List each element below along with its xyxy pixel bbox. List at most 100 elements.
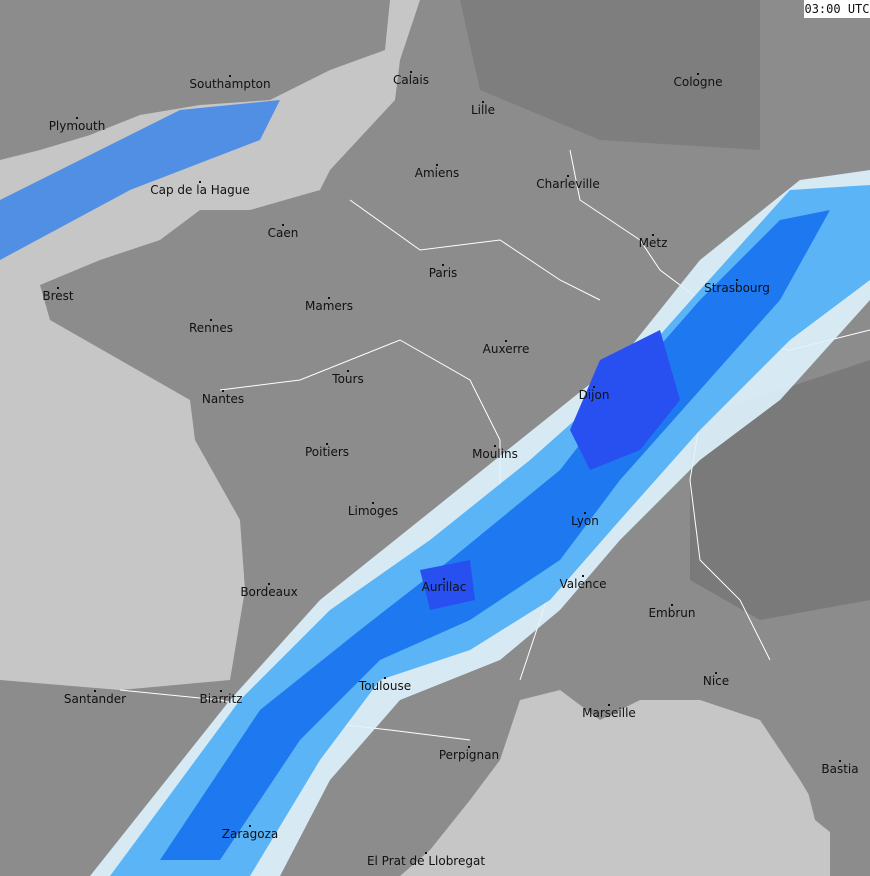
city-dot [268,583,270,585]
city-dot [326,443,328,445]
city-dot [220,690,222,692]
city-marker: Strasbourg [704,279,770,295]
city-dot [347,370,349,372]
city-marker: Brest [42,287,74,303]
city-layer: Southampton Plymouth Cap de la Hague Brest C… [42,71,859,868]
city-marker: Moulins [472,445,518,461]
city-marker: Lyon [571,512,599,528]
city-dot [839,760,841,762]
city-label: Poitiers [305,445,349,459]
city-dot [442,264,444,266]
city-label: Bordeaux [240,585,297,599]
rain-intense [570,330,680,470]
city-marker: Nantes [202,390,244,406]
city-marker: Cologne [673,73,723,89]
city-marker: Biarritz [200,690,242,706]
city-marker: Paris [429,264,458,280]
city-label: Paris [429,266,458,280]
city-dot [736,279,738,281]
city-dot [229,75,231,77]
city-marker: Zaragoza [222,825,278,841]
city-marker: Calais [393,71,429,87]
city-marker: El Prat de Llobregat [367,852,485,868]
city-marker: Amiens [415,164,459,180]
city-marker: Embrun [648,604,696,620]
city-dot [210,319,212,321]
city-dot [94,690,96,692]
land-benelux [460,0,760,150]
city-dot [494,445,496,447]
city-marker: Limoges [348,502,398,518]
city-marker: Toulouse [358,677,411,693]
city-dot [608,704,610,706]
city-marker: Santander [64,690,126,706]
city-marker: Cap de la Hague [150,181,250,197]
city-dot [443,578,445,580]
city-marker: Perpignan [439,746,499,762]
city-dot [436,164,438,166]
city-marker: Dijon [579,386,610,402]
city-dot [697,73,699,75]
city-label: Cap de la Hague [150,183,249,197]
city-label: Aurillac [422,580,467,594]
city-marker: Metz [639,234,667,250]
city-marker: Tours [331,370,364,386]
city-label: Embrun [648,606,695,620]
city-label: Zaragoza [222,827,278,841]
city-marker: Rennes [189,319,233,335]
city-marker: Valence [560,575,607,591]
city-label: Brest [42,289,74,303]
city-label: Tours [331,372,363,386]
city-dot [199,181,201,183]
city-dot [57,287,59,289]
city-dot [328,297,330,299]
city-dot [593,386,595,388]
city-marker: Mamers [305,297,353,313]
city-label: Strasbourg [704,281,770,295]
city-marker: Bastia [821,760,859,776]
timestamp-label: 03:00 UTC [804,0,870,18]
city-dot [482,101,484,103]
rain-intense-2 [420,560,475,610]
city-label: Amiens [415,166,459,180]
city-dot [582,575,584,577]
city-dot [468,746,470,748]
city-marker: Aurillac [422,578,467,594]
city-dot [282,224,284,226]
city-marker: Plymouth [49,117,106,133]
city-dot [384,677,386,679]
city-label: Toulouse [358,679,411,693]
city-label: Calais [393,73,429,87]
land-corsica [805,735,855,840]
land-england [0,0,390,160]
city-label: Plymouth [49,119,106,133]
city-label: Marseille [582,706,636,720]
city-dot [372,502,374,504]
city-dot [567,175,569,177]
city-label: Charleville [536,177,599,191]
city-marker: Bordeaux [240,583,298,599]
city-dot [505,340,507,342]
city-label: Valence [560,577,607,591]
rain-channel [0,100,280,260]
city-label: Dijon [579,388,610,402]
city-marker: Southampton [189,75,271,91]
city-label: Mamers [305,299,353,313]
city-label: Lyon [571,514,599,528]
city-label: Bastia [821,762,858,776]
city-label: Moulins [472,447,518,461]
city-label: Cologne [673,75,722,89]
city-marker: Charleville [536,175,600,191]
city-dot [249,825,251,827]
city-label: Perpignan [439,748,499,762]
city-dot [671,604,673,606]
city-marker: Lille [471,101,495,117]
city-label: Nice [703,674,729,688]
city-label: Limoges [348,504,398,518]
city-label: Auxerre [483,342,530,356]
city-dot [76,117,78,119]
city-dot [715,672,717,674]
